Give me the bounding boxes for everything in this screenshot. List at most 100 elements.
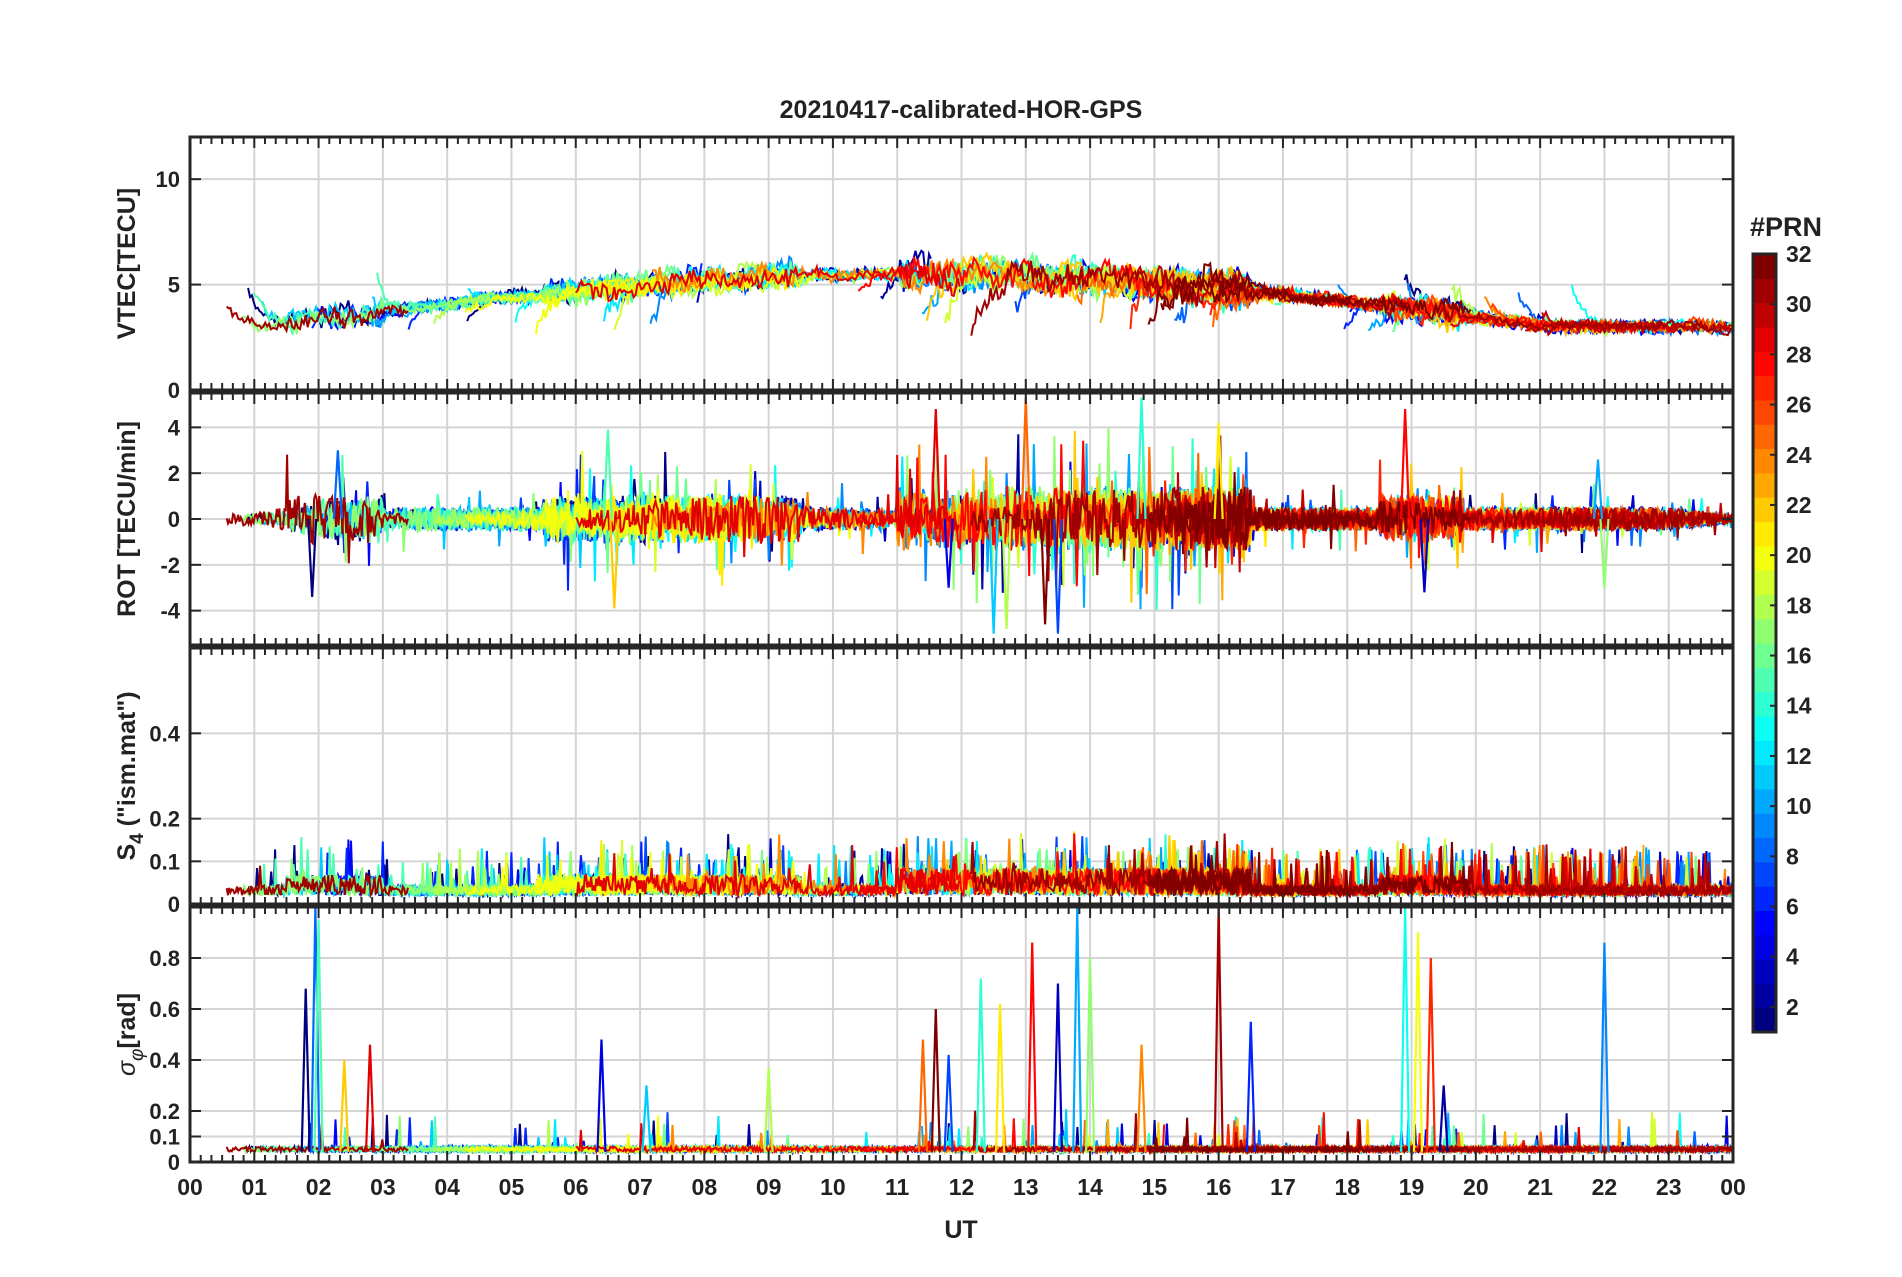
x-tick-label: 05 [499, 1174, 525, 1200]
y-tick-label: 0.6 [149, 997, 180, 1022]
y-label-rest: [rad] [113, 993, 141, 1049]
y-tick-label: 0 [168, 378, 180, 403]
x-tick-label: 20 [1463, 1174, 1489, 1200]
colorbar-segment [1753, 740, 1776, 766]
colorbar-segment [1753, 375, 1776, 401]
x-tick-label: 12 [949, 1174, 975, 1200]
series-spike [641, 1085, 652, 1152]
panel-data [226, 249, 1733, 338]
series-spike [1084, 957, 1096, 1152]
x-tick-label: 03 [370, 1174, 396, 1200]
colorbar-segment [1753, 521, 1776, 547]
series-spike [1592, 459, 1604, 520]
y-label-main: σ [113, 1060, 141, 1076]
series-spike [1438, 1085, 1449, 1152]
colorbar-segment [1753, 326, 1776, 352]
series-prn-31 [225, 454, 409, 564]
series-spike [596, 1039, 607, 1152]
colorbar-segment [1753, 278, 1776, 304]
series-spike [1052, 983, 1064, 1152]
colorbar-segment [1753, 764, 1776, 790]
series-spike [1400, 907, 1411, 1152]
series-spike [364, 1044, 376, 1152]
y-tick-label: 0.4 [149, 721, 180, 746]
y-tick-label: 0.1 [149, 849, 180, 874]
series-spike [943, 1054, 954, 1152]
colorbar-segment [1753, 302, 1776, 328]
y-tick-label: 0.2 [149, 807, 180, 832]
series-spike [1425, 957, 1436, 1152]
x-tick-label: 18 [1334, 1174, 1360, 1200]
x-tick-label: 11 [885, 1174, 910, 1200]
y-tick-label: -2 [160, 553, 180, 578]
panel-data [225, 397, 1733, 634]
series-spike [1027, 942, 1038, 1152]
x-tick-label: 13 [1013, 1174, 1039, 1200]
y-tick-label: 5 [168, 273, 180, 298]
series-prn-31 [225, 865, 409, 899]
series-spike [1599, 942, 1610, 1152]
x-tick-label: 15 [1142, 1174, 1168, 1200]
series-spike [1001, 518, 1012, 630]
colorbar-segment [1753, 983, 1776, 1009]
y-tick-label: 2 [168, 461, 180, 486]
series-spike [994, 1003, 1006, 1152]
series-prn-31 [1437, 844, 1733, 899]
colorbar-segment [1753, 254, 1776, 279]
series-spike [1419, 518, 1430, 593]
panel-sigma: 00.10.20.40.60.8σφ[rad]00 01 02 03 04 05 06 07 0… [113, 905, 1746, 1200]
colorbar-segment [1753, 959, 1776, 984]
x-tick-label: 14 [1077, 1174, 1103, 1200]
colorbar-segment [1753, 472, 1776, 498]
series-spike [310, 907, 321, 1152]
colorbar-segment [1753, 1007, 1776, 1033]
colorbar-segment [1753, 570, 1776, 595]
series-spike [1136, 1044, 1147, 1152]
series-prn-31 [1438, 1142, 1733, 1155]
y-tick-label: 0 [168, 507, 180, 532]
colorbar-segment [1753, 643, 1776, 668]
y-tick-label: 0.8 [149, 946, 180, 971]
x-tick-label: 10 [820, 1174, 846, 1200]
series-spike [1412, 932, 1424, 1152]
colorbar-segment [1753, 351, 1776, 377]
series-spike [1136, 397, 1147, 520]
colorbar-label: #PRN [1750, 212, 1822, 242]
colorbar-tick-label: 30 [1786, 291, 1812, 317]
y-axis-label: VTEC[TECU] [113, 188, 141, 339]
series-prn-21 [596, 264, 794, 299]
series-prn-32 [1160, 1144, 1354, 1155]
colorbar-segment [1753, 910, 1776, 936]
y-axis-label: σφ[rad] [113, 993, 148, 1076]
series-spike [1599, 518, 1610, 588]
y-tick-label: 10 [156, 167, 180, 192]
x-tick-label: 06 [563, 1174, 589, 1200]
x-tick-label: 23 [1656, 1174, 1682, 1200]
colorbar-segment [1753, 813, 1776, 839]
series-spike [1052, 518, 1064, 634]
series-spike [1213, 422, 1224, 520]
x-tick-label: 09 [756, 1174, 782, 1200]
y-tick-label: 0 [168, 892, 180, 917]
series-spike [763, 1067, 774, 1152]
colorbar-tick-label: 4 [1786, 944, 1799, 970]
colorbar-segment [1753, 399, 1776, 425]
colorbar-tick-label: 22 [1786, 492, 1812, 518]
x-tick-label: 00 [1720, 1174, 1746, 1200]
colorbar-segment [1753, 545, 1776, 571]
y-tick-label: -4 [160, 599, 180, 624]
series-spike [602, 429, 613, 520]
colorbar-tick-label: 26 [1786, 392, 1812, 418]
x-tick-label: 04 [434, 1174, 460, 1200]
colorbar-tick-label: 16 [1786, 643, 1812, 669]
series-spike [930, 408, 941, 520]
series-prn-31 [225, 1123, 409, 1155]
x-tick-label: 17 [1270, 1174, 1296, 1200]
colorbar-segment [1753, 618, 1776, 644]
y-label-sub: 4 [127, 833, 148, 844]
colorbar-tick-label: 6 [1786, 894, 1799, 920]
x-tick-label: 08 [692, 1174, 718, 1200]
